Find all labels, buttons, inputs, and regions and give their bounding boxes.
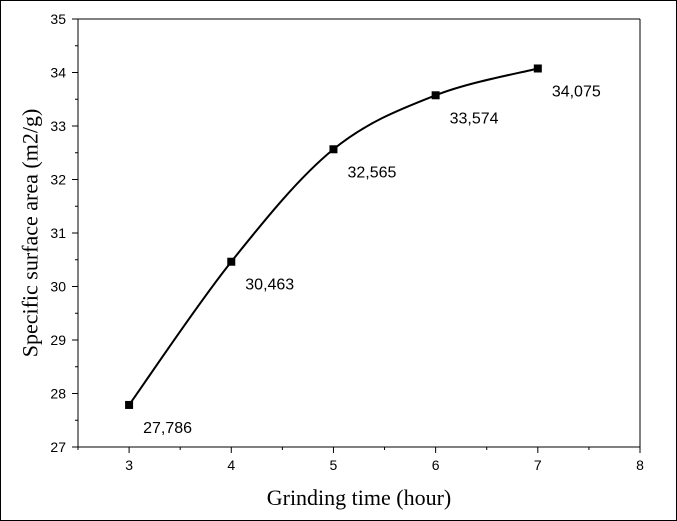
- y-tick-label: 31: [50, 225, 66, 241]
- y-tick-label: 27: [50, 439, 66, 455]
- x-tick-label: 8: [636, 457, 644, 473]
- x-tick-label: 3: [125, 457, 133, 473]
- data-point-marker: [431, 91, 440, 100]
- y-tick-label: 28: [50, 386, 66, 402]
- data-point-marker: [227, 257, 236, 266]
- data-label: 33,574: [450, 110, 499, 127]
- y-tick-label: 35: [50, 11, 66, 27]
- data-label: 34,075: [552, 83, 601, 100]
- x-tick-label: 5: [330, 457, 338, 473]
- x-tick-label: 4: [227, 457, 235, 473]
- y-tick-label: 34: [50, 65, 66, 81]
- x-tick-label: 7: [534, 457, 542, 473]
- data-point-marker: [125, 400, 134, 409]
- series-line: [128, 67, 539, 406]
- y-axis-title: Specific surface area (m2/g): [18, 109, 43, 358]
- data-label: 32,565: [347, 164, 396, 181]
- x-tick-label: 6: [432, 457, 440, 473]
- data-point-marker: [329, 145, 338, 154]
- y-tick-label: 33: [50, 118, 66, 134]
- data-label: 27,786: [143, 420, 192, 437]
- y-tick-label: 29: [50, 332, 66, 348]
- y-tick-label: 30: [50, 279, 66, 295]
- series-layer: 27,786 30,463 32,565 33,574 34,075: [125, 64, 601, 437]
- y-tick-label: 32: [50, 172, 66, 188]
- x-axis-title: Grinding time (hour): [267, 485, 452, 510]
- data-label: 30,463: [245, 277, 294, 294]
- data-point-marker: [533, 64, 542, 73]
